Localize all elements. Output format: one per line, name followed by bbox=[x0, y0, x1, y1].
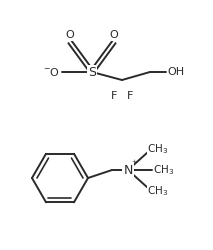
Text: S: S bbox=[88, 66, 96, 78]
Text: CH$_3$: CH$_3$ bbox=[153, 163, 175, 177]
Text: F: F bbox=[111, 91, 117, 101]
Text: CH$_3$: CH$_3$ bbox=[147, 142, 169, 156]
Text: OH: OH bbox=[167, 67, 184, 77]
Text: O: O bbox=[110, 30, 118, 40]
Text: O: O bbox=[66, 30, 74, 40]
Text: $^{+}$: $^{+}$ bbox=[131, 158, 137, 168]
Text: $^{-}$O: $^{-}$O bbox=[43, 66, 60, 78]
Text: F: F bbox=[127, 91, 133, 101]
Text: N: N bbox=[123, 164, 133, 176]
Text: CH$_3$: CH$_3$ bbox=[147, 184, 169, 198]
